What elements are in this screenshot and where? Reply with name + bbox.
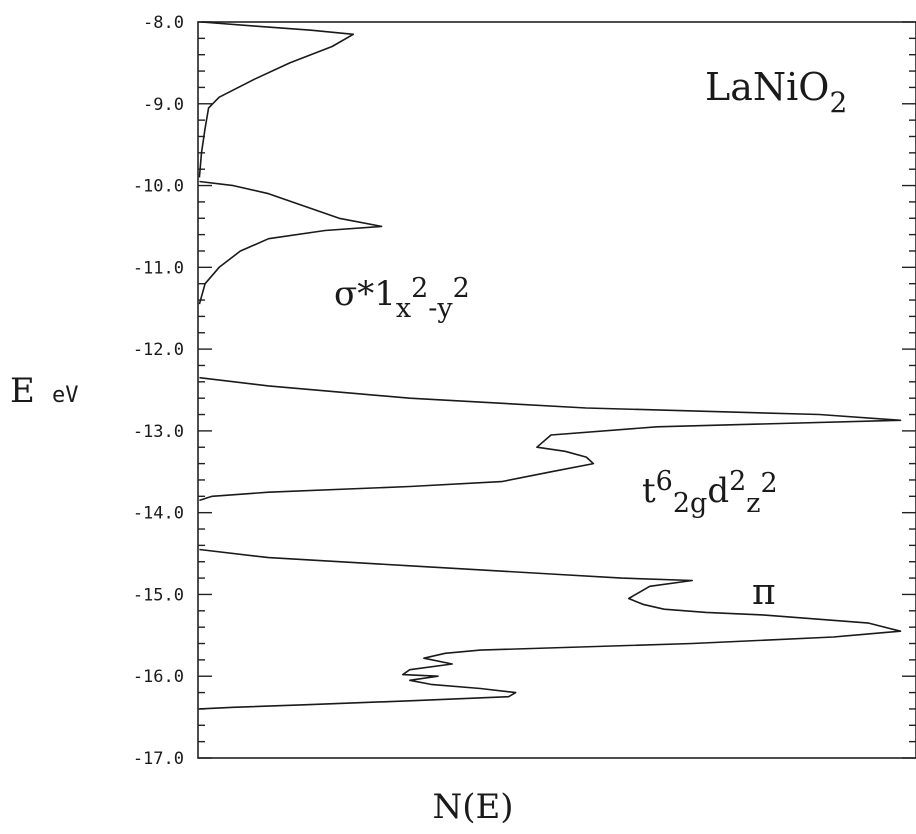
dos-curve (198, 21, 902, 710)
y-tick-labels: -8.0 -9.0 -10.0 -11.0 -12.0 -13.0 -14.0 -15.0 -1… (133, 13, 184, 769)
y-tick-label: -15.0 (133, 585, 184, 605)
y-tick-label: -11.0 (133, 258, 184, 278)
y-tick-label: -10.0 (133, 177, 184, 197)
y-tick-label: -14.0 (133, 504, 184, 524)
y-tick-label: -13.0 (133, 422, 184, 442)
right-axis-ticks (902, 21, 916, 759)
x-axis-label: N(E) (432, 787, 513, 827)
sigma-band-label: σ*1x2-y2 (334, 273, 470, 324)
dos-band-curve (198, 180, 383, 305)
y-axis-ticks (198, 21, 212, 759)
t2g-band-label: t62gd2z2 (642, 466, 778, 519)
plot-frame (197, 21, 916, 759)
chart-title: LaNiO2 (705, 65, 847, 119)
y-tick-label: -16.0 (133, 667, 184, 687)
dos-band-curve (199, 548, 902, 710)
pi-band-label: π (752, 572, 776, 613)
y-tick-label: -17.0 (133, 749, 184, 769)
y-tick-label: -9.0 (143, 95, 184, 115)
dos-band-curve (199, 376, 902, 502)
y-tick-label: -8.0 (143, 13, 184, 33)
dos-band-curve (198, 21, 355, 178)
y-axis-label: E (10, 371, 35, 411)
y-axis-unit: eV (52, 383, 79, 408)
y-tick-label: -12.0 (133, 340, 184, 360)
